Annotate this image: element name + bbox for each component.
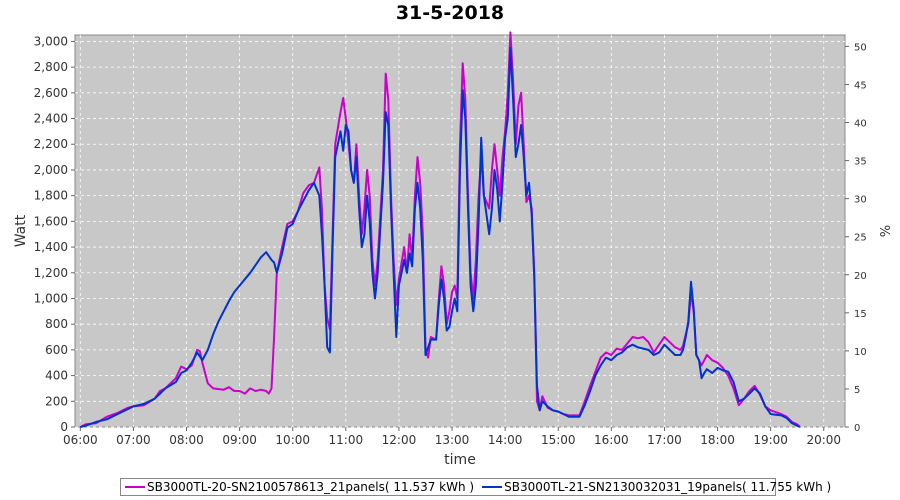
series-line-1 [79,31,801,428]
y2-tick-label: 25 [854,233,867,244]
x-tick-label: 11:00 [329,433,364,447]
y2-tick-label: 35 [854,157,867,168]
chart-title: 31-5-2018 [395,2,505,24]
y-tick-label: 1,000 [34,291,68,305]
legend: SB3000TL-20-SN2100578613_21panels( 11.53… [120,478,831,496]
x-tick-label: 07:00 [116,433,151,447]
y-tick-label: 800 [45,317,68,331]
x-tick-label: 16:00 [594,433,629,447]
y-tick-label: 1,400 [34,240,68,254]
y-tick-label: 2,400 [34,112,68,126]
plot-area [74,34,846,428]
legend-label-series-2: SB3000TL-21-SN2130032031_19panels( 11.75… [504,480,832,494]
y-tick-label: 2,000 [34,163,68,177]
y-tick-label: 1,600 [34,214,68,228]
y-tick-label: 2,800 [34,60,68,74]
y-axis-label: Watt [13,214,29,247]
x-tick-label: 20:00 [806,433,841,447]
x-axis-label: time [444,452,476,468]
series-line-2 [80,46,801,428]
y-tick-label: 2,600 [34,86,68,100]
x-tick-label: 10:00 [275,433,310,447]
y-tick-label: 400 [45,369,68,383]
x-tick-label: 13:00 [435,433,470,447]
x-tick-label: 14:00 [488,433,523,447]
y-tick-label: 1,200 [34,266,68,280]
y-tick-label: 1,800 [34,189,68,203]
y2-tick-label: 50 [854,42,867,53]
y-tick-label: 3,000 [34,34,68,48]
x-tick-label: 09:00 [222,433,257,447]
x-tick-label: 17:00 [647,433,682,447]
y2-tick-label: 45 [854,80,867,91]
x-tick-label: 12:00 [382,433,417,447]
x-tick-label: 19:00 [753,433,788,447]
x-tick-label: 08:00 [169,433,204,447]
y2-tick-label: 20 [854,271,867,282]
legend-item-series-2: SB3000TL-21-SN2130032031_19panels( 11.75… [482,480,831,494]
legend-swatch-series-1 [125,486,145,488]
y-tick-label: 600 [45,343,68,357]
x-tick-label: 15:00 [541,433,576,447]
y-tick-label: 200 [45,394,68,408]
x-tick-label: 18:00 [700,433,735,447]
y2-tick-label: 10 [854,347,867,358]
y-tick-label: 2,200 [34,137,68,151]
y2-tick-label: 30 [854,195,867,206]
legend-swatch-series-2 [482,486,503,488]
y2-tick-label: 5 [854,385,860,396]
legend-item-series-1: SB3000TL-20-SN2100578613_21panels( 11.53… [125,480,474,494]
y-tick-label: 0 [60,420,68,434]
y2-axis-label: % [876,225,891,237]
legend-label-series-1: SB3000TL-20-SN2100578613_21panels( 11.53… [147,480,475,494]
y2-tick-label: 0 [854,423,860,434]
y2-tick-label: 40 [854,119,867,130]
y2-tick-label: 15 [854,309,867,320]
x-tick-label: 06:00 [63,433,98,447]
